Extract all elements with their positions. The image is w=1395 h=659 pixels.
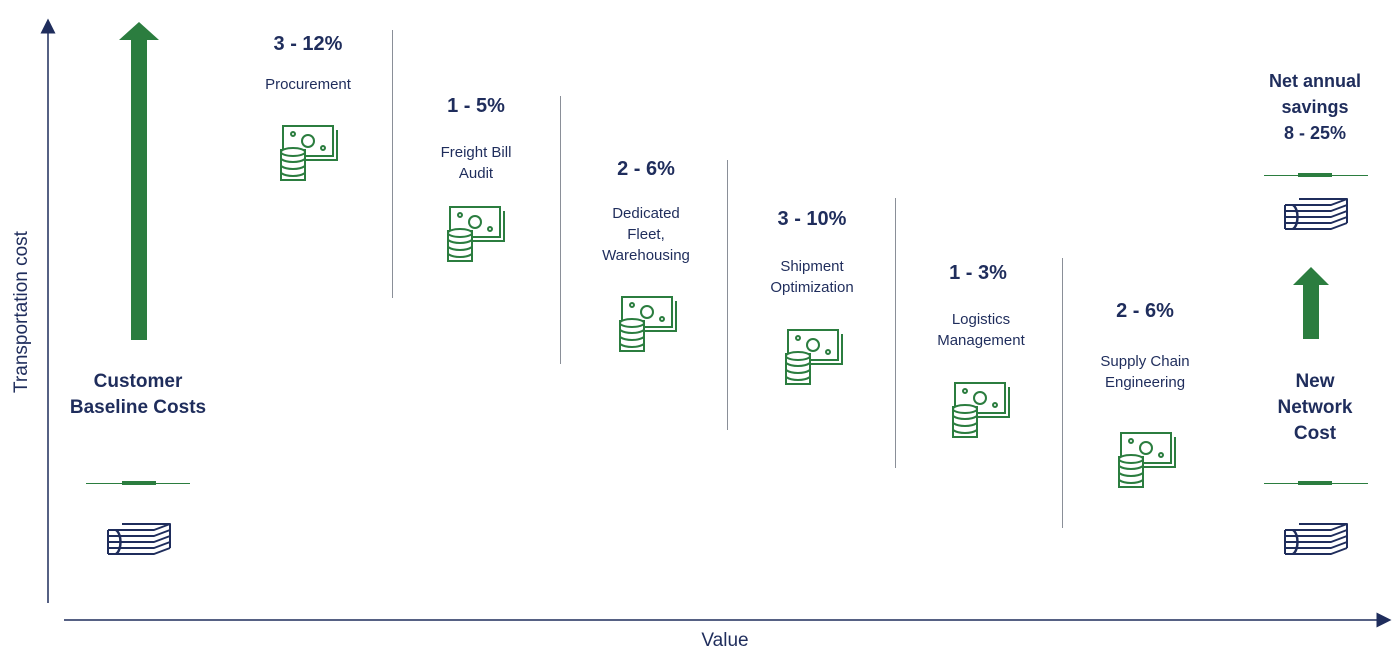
step-label: Logistics Management [937, 311, 1025, 349]
y-axis-label: Transportation cost [11, 231, 32, 393]
cash-coins-icon [952, 382, 1010, 438]
step-divider [392, 30, 393, 298]
cash-coins-icon [619, 296, 677, 352]
step-percent: 2 - 6% [1116, 300, 1174, 322]
step-label: Dedicated Fleet, Warehousing [602, 205, 690, 264]
step-divider [895, 198, 896, 468]
step-percent: 3 - 10% [777, 208, 847, 230]
step-label: Supply Chain Engineering [1100, 353, 1190, 391]
step-percent: 1 - 3% [949, 262, 1007, 284]
cash-coins-icon [1118, 432, 1176, 488]
baseline-label: Customer Baseline Costs [69, 371, 207, 418]
net-savings-label: Net annual savings 8 - 25% [1268, 71, 1361, 143]
up-arrow-icon [1293, 267, 1329, 339]
step-label: Procurement [265, 76, 351, 93]
step-percent: 1 - 5% [447, 95, 505, 117]
step-label: Freight Bill Audit [440, 144, 512, 182]
step-divider [560, 96, 561, 364]
money-stack-icon [107, 523, 171, 556]
cash-coins-icon [785, 329, 843, 385]
step-divider [727, 160, 728, 430]
step-percent: 2 - 6% [617, 158, 675, 180]
money-stack-icon [1284, 523, 1348, 556]
up-arrow-icon [119, 22, 159, 340]
money-stack-icon [1284, 198, 1348, 231]
step-label: Shipment Optimization [770, 258, 854, 296]
step-divider [1062, 258, 1063, 528]
cash-coins-icon [280, 125, 338, 181]
step-percent: 3 - 12% [273, 33, 343, 55]
x-axis-label: Value [701, 630, 749, 651]
new-network-cost-label: New Network Cost [1277, 371, 1353, 444]
cash-coins-icon [447, 206, 505, 262]
